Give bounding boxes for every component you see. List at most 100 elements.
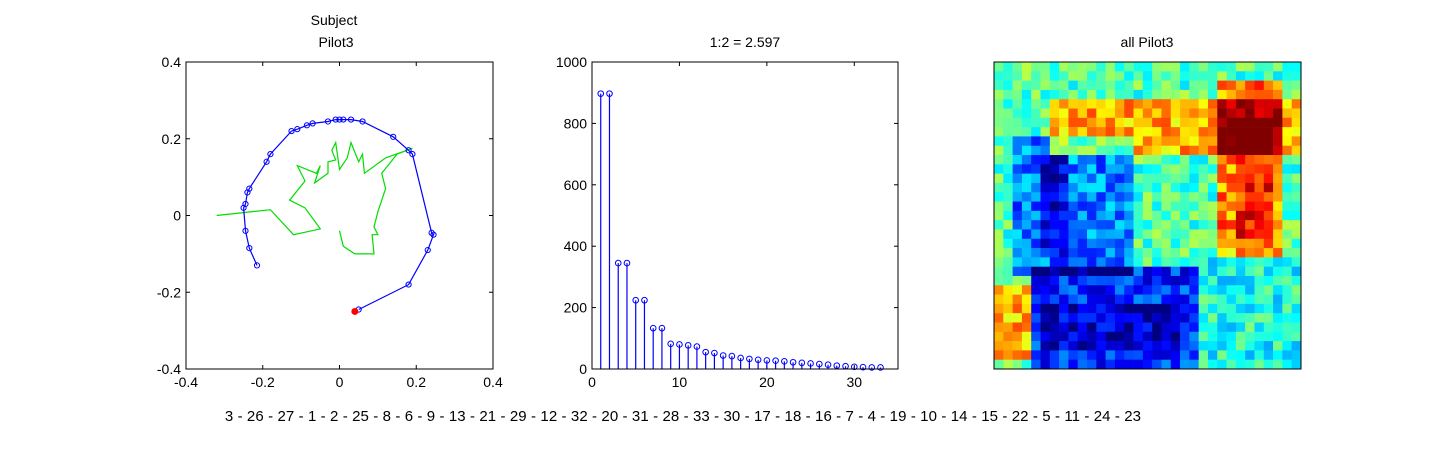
heatmap-cell [1198, 294, 1209, 305]
heatmap-cell [1040, 145, 1051, 156]
heatmap-cell [1077, 359, 1088, 370]
heatmap-cell [1077, 341, 1088, 351]
heatmap-cell [1133, 266, 1144, 277]
heatmap-cell [1087, 99, 1097, 109]
heatmap-cell [1096, 145, 1106, 156]
heatmap-cell [1077, 127, 1088, 137]
heatmap-cell [994, 294, 1004, 305]
heatmap-cell [1031, 117, 1041, 128]
heatmap-cell [1049, 257, 1060, 267]
heatmap-cell [1105, 155, 1116, 165]
heatmap-cell [1189, 285, 1199, 295]
heatmap-cell [1273, 136, 1283, 147]
series-point [253, 262, 261, 269]
heatmap-cell [1114, 117, 1125, 128]
heatmap-cell [1161, 99, 1172, 109]
series-point [294, 126, 301, 133]
heatmap-cell [1068, 303, 1079, 314]
heatmap-cell [1291, 248, 1302, 258]
heatmap-cell [1180, 89, 1190, 100]
heatmap-cell [1207, 201, 1218, 212]
heatmap-cell [1105, 359, 1116, 370]
heatmap-cell [1235, 303, 1246, 314]
heatmap-cell [1031, 145, 1041, 156]
heatmap-cell [1263, 322, 1274, 333]
heatmap-cell [1198, 173, 1209, 184]
heatmap-cell [1263, 275, 1274, 286]
heatmap-cell [1273, 145, 1283, 156]
heatmap-cell [1291, 89, 1302, 100]
heatmap-cell [1114, 313, 1125, 323]
heatmap-cell [1235, 229, 1246, 240]
heatmap-cell [1003, 173, 1013, 184]
heatmap-cell [1040, 155, 1051, 165]
heatmap-cell [1124, 210, 1134, 221]
heatmap-cell [1021, 257, 1032, 267]
heatmap-cell [1273, 266, 1283, 277]
heatmap-cell [1059, 303, 1069, 314]
heatmap-cell [1152, 248, 1162, 258]
heatmap-cell [1254, 313, 1265, 323]
heatmap-cell [1021, 108, 1032, 119]
heatmap-cell [1273, 275, 1283, 286]
heatmap-cell [1226, 117, 1237, 128]
heatmap-cell [1105, 136, 1116, 147]
heatmap-cell [994, 238, 1004, 249]
heatmap-cell [1142, 145, 1153, 156]
heatmap-cell [1068, 359, 1079, 370]
heatmap-cell [1235, 350, 1246, 360]
heatmap-cell [1170, 238, 1181, 249]
heatmap-cell [1105, 220, 1116, 230]
heatmap-cell [1021, 229, 1032, 240]
heatmap-cell [1152, 192, 1162, 202]
heatmap-cell [1273, 164, 1283, 174]
heatmap-cell [1096, 80, 1106, 91]
heatmap-cell [1226, 322, 1237, 333]
heatmap-cell [1198, 350, 1209, 360]
heatmap-cell [1198, 257, 1209, 267]
heatmap-cell [1226, 173, 1237, 184]
stem-marker [614, 259, 622, 267]
heatmap-cell [1049, 164, 1060, 174]
heatmap-cell [1059, 192, 1069, 202]
heatmap-cell [1198, 303, 1209, 314]
heatmap-cell [1254, 331, 1265, 342]
heatmap-cell [1087, 229, 1097, 240]
heatmap-cell [1096, 257, 1106, 267]
heatmap-cell [1003, 266, 1013, 277]
heatmap-cell [1189, 145, 1199, 156]
heatmap-cell [1068, 89, 1079, 100]
heatmap-cell [1012, 229, 1023, 240]
heatmap-cell [1226, 164, 1237, 174]
heatmap-cell [1087, 238, 1097, 249]
heatmap-cell [1142, 303, 1153, 314]
heatmap-cell [1198, 220, 1209, 230]
heatmap-cell [1217, 350, 1227, 360]
heatmap-cell [1180, 201, 1190, 212]
heatmap-cell [1142, 257, 1153, 267]
heatmap-cell [1207, 294, 1218, 305]
heatmap-cell [1263, 62, 1274, 72]
heatmap-cell [1217, 285, 1227, 295]
heatmap-cell [1124, 173, 1134, 184]
heatmap-cell [1040, 220, 1051, 230]
heatmap-cell [1105, 71, 1116, 81]
heatmap-cell [1142, 89, 1153, 100]
heatmap-cell [1273, 182, 1283, 193]
heatmap-cell [1133, 173, 1144, 184]
heatmap-cell [1040, 341, 1051, 351]
heatmap-cell [1198, 210, 1209, 221]
heatmap-cell [1207, 108, 1218, 119]
heatmap-cell [1170, 80, 1181, 91]
heatmap-cell [1273, 359, 1283, 370]
heatmap-cell [1031, 313, 1041, 323]
heatmap-cell [1254, 99, 1265, 109]
heatmap-cell [1161, 248, 1172, 258]
stem-marker [816, 360, 823, 368]
heatmap-cell [1077, 285, 1088, 295]
heatmap-cell [1217, 173, 1227, 184]
heatmap-cell [1068, 266, 1079, 277]
heatmap-cell [1263, 313, 1274, 323]
heatmap-cell [1217, 164, 1227, 174]
heatmap-cell [1226, 210, 1237, 221]
